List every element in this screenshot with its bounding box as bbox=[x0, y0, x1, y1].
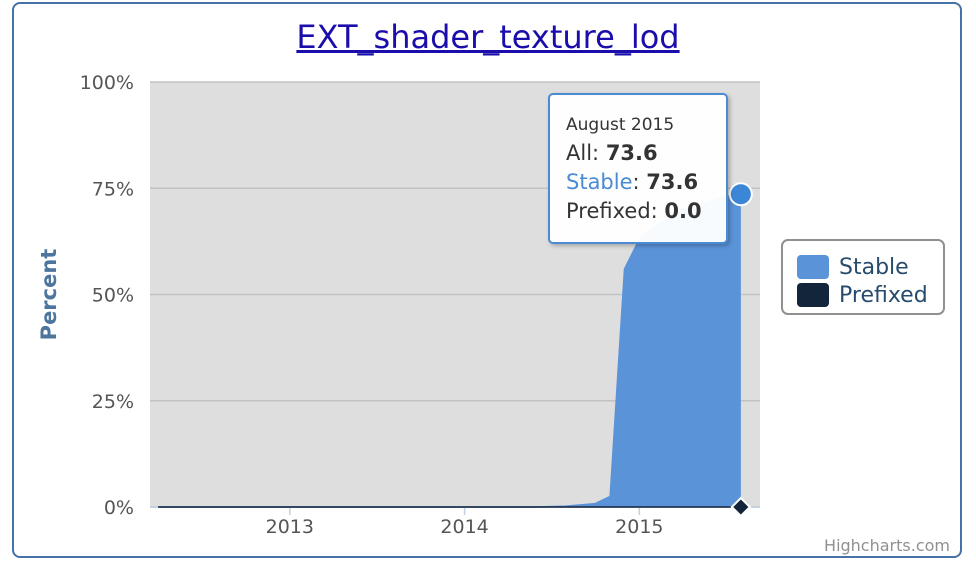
tooltip-row-stable: Stable: 73.6 bbox=[566, 170, 699, 194]
hover-marker-stable[interactable] bbox=[728, 182, 753, 207]
y-tick-label: 100% bbox=[80, 72, 134, 94]
tooltip-label-prefixed: Prefixed bbox=[566, 199, 651, 223]
x-tick-label: 2015 bbox=[615, 516, 663, 538]
tooltip-value-stable: 73.6 bbox=[646, 170, 699, 194]
tooltip-header: August 2015 bbox=[566, 115, 675, 135]
y-tick-label: 50% bbox=[92, 285, 134, 307]
legend-item-stable[interactable]: Stable bbox=[797, 254, 909, 280]
x-tick-label: 2013 bbox=[266, 516, 314, 538]
tooltip-label-all: All bbox=[566, 141, 593, 165]
y-tick-label: 0% bbox=[104, 497, 134, 519]
tooltip-row-prefixed: Prefixed: 0.0 bbox=[566, 199, 702, 223]
x-tick-label: 2014 bbox=[440, 516, 488, 538]
y-axis-ticks: 0% 25% 50% 75% 100% bbox=[80, 72, 134, 519]
markers bbox=[728, 182, 753, 518]
credits-link[interactable]: Highcharts.com bbox=[824, 536, 950, 555]
y-axis-label: Percent bbox=[37, 249, 61, 341]
legend-label-prefixed: Prefixed bbox=[839, 282, 928, 308]
tooltip-value-prefixed: 0.0 bbox=[664, 199, 702, 223]
legend-label-stable: Stable bbox=[839, 254, 909, 280]
tooltip-row-all: All: 73.6 bbox=[566, 141, 658, 165]
hover-marker-prefixed[interactable] bbox=[730, 496, 752, 518]
tooltip-value-all: 73.6 bbox=[605, 141, 658, 165]
x-axis-ticks: 2013 2014 2015 bbox=[150, 506, 760, 538]
legend-item-prefixed[interactable]: Prefixed bbox=[797, 282, 928, 308]
tooltip-label-stable: Stable bbox=[566, 170, 633, 194]
tooltip: August 2015 All: 73.6 Stable: 73.6 Prefi… bbox=[548, 93, 728, 244]
legend: Stable Prefixed bbox=[781, 239, 945, 315]
y-tick-label: 75% bbox=[92, 178, 134, 200]
y-tick-label: 25% bbox=[92, 391, 134, 413]
chart-title[interactable]: EXT_shader_texture_lod bbox=[296, 18, 680, 56]
legend-swatch-prefixed bbox=[797, 283, 829, 307]
legend-swatch-stable bbox=[797, 255, 829, 279]
